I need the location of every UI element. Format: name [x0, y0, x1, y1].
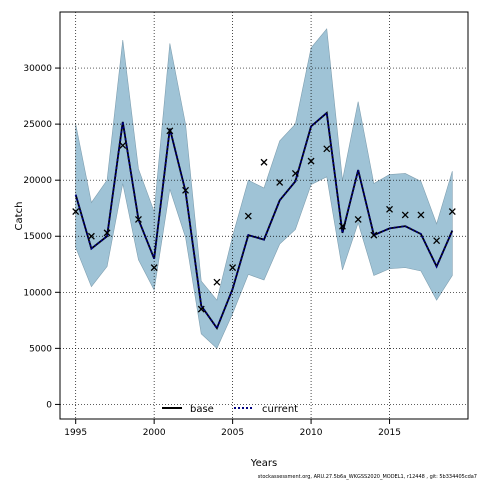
observation-point-2000: [150, 264, 158, 272]
observation-point-2004: [213, 278, 221, 286]
observation-mark-b: [260, 158, 268, 166]
y-tick-label-20000: 20000: [23, 176, 52, 186]
observation-mark-b: [182, 186, 189, 194]
y-tick-label-15000: 15000: [23, 232, 52, 242]
observation-point-2013: [354, 215, 362, 223]
x-tick-label-2015: 2015: [378, 428, 401, 438]
observation-point-2018: [433, 237, 441, 245]
observation-point-2001: [166, 127, 174, 135]
observation-point-2012: [339, 222, 346, 230]
observation-point-2005: [229, 264, 237, 272]
observation-mark-b: [433, 237, 441, 245]
confidence-band-layer: [75, 28, 453, 349]
y-axis-title: Catch: [14, 202, 25, 231]
confidence-band: [75, 28, 453, 349]
y-tick-label-25000: 25000: [23, 120, 52, 130]
observation-mark-b: [166, 127, 174, 135]
observation-point-2006: [244, 212, 252, 220]
observation-mark-b: [119, 141, 127, 149]
legend: base current: [162, 404, 298, 415]
observation-mark-b: [244, 212, 252, 220]
observation-mark-b: [417, 211, 425, 219]
x-axis-title: Years: [250, 458, 277, 469]
observation-point-1995: [72, 208, 80, 216]
observation-point-1997: [103, 229, 111, 237]
x-tick-label-2000: 2000: [143, 428, 166, 438]
observation-mark-b: [229, 264, 237, 272]
observation-mark-b: [354, 215, 362, 223]
y-tick-label-10000: 10000: [23, 288, 52, 298]
y-tick-label-0: 0: [46, 400, 52, 410]
footer-source: stockassessment.org, ARU.27.5b6a_WKGSS20…: [258, 474, 477, 480]
observation-point-1998: [119, 141, 127, 149]
y-axis-ticks: 0 5000 10000 15000 20000 25000 30000: [23, 64, 60, 410]
y-tick-label-5000: 5000: [29, 344, 52, 354]
plot-frame: [59, 11, 469, 420]
grid-layer: [60, 12, 468, 419]
observation-mark-b: [135, 215, 142, 223]
observation-mark-b: [370, 231, 378, 239]
observation-mark-b: [401, 211, 409, 219]
observation-markers-layer: [72, 127, 456, 313]
observation-point-2003: [197, 305, 205, 313]
observation-point-2010: [307, 157, 315, 165]
observation-point-2014: [370, 231, 378, 239]
observation-point-2011: [323, 145, 331, 153]
observation-mark-b: [87, 232, 95, 240]
x-axis-ticks: 1995 2000 2005 2010 2015: [64, 419, 401, 438]
observation-point-2002: [182, 186, 189, 194]
series-line-current: [74, 111, 454, 331]
x-tick-label-1995: 1995: [64, 428, 87, 438]
x-tick-label-2005: 2005: [221, 428, 244, 438]
observation-point-2017: [417, 211, 425, 219]
observation-mark-b: [291, 169, 299, 177]
y-tick-label-30000: 30000: [23, 64, 52, 74]
observation-point-1996: [87, 232, 95, 240]
observation-point-2016: [401, 211, 409, 219]
observation-mark-b: [213, 278, 221, 286]
observation-mark-b: [103, 229, 111, 237]
observation-mark-b: [72, 208, 80, 216]
observation-point-2015: [386, 205, 393, 213]
observation-mark-b: [386, 205, 393, 213]
observation-mark-b: [448, 208, 456, 216]
observation-point-2019: [448, 208, 456, 216]
observation-mark-b: [323, 145, 331, 153]
observation-point-2007: [260, 158, 268, 166]
observation-mark-b: [339, 222, 346, 230]
observation-mark-b: [150, 264, 158, 272]
observation-point-1999: [135, 215, 142, 223]
x-tick-label-2010: 2010: [300, 428, 323, 438]
observation-mark-b: [276, 178, 284, 186]
observation-point-2009: [291, 169, 299, 177]
observation-point-2008: [276, 178, 284, 186]
legend-current-label: current: [262, 404, 298, 415]
observation-mark-b: [197, 305, 205, 313]
observation-mark-b: [307, 157, 315, 165]
legend-base-label: base: [190, 404, 214, 415]
